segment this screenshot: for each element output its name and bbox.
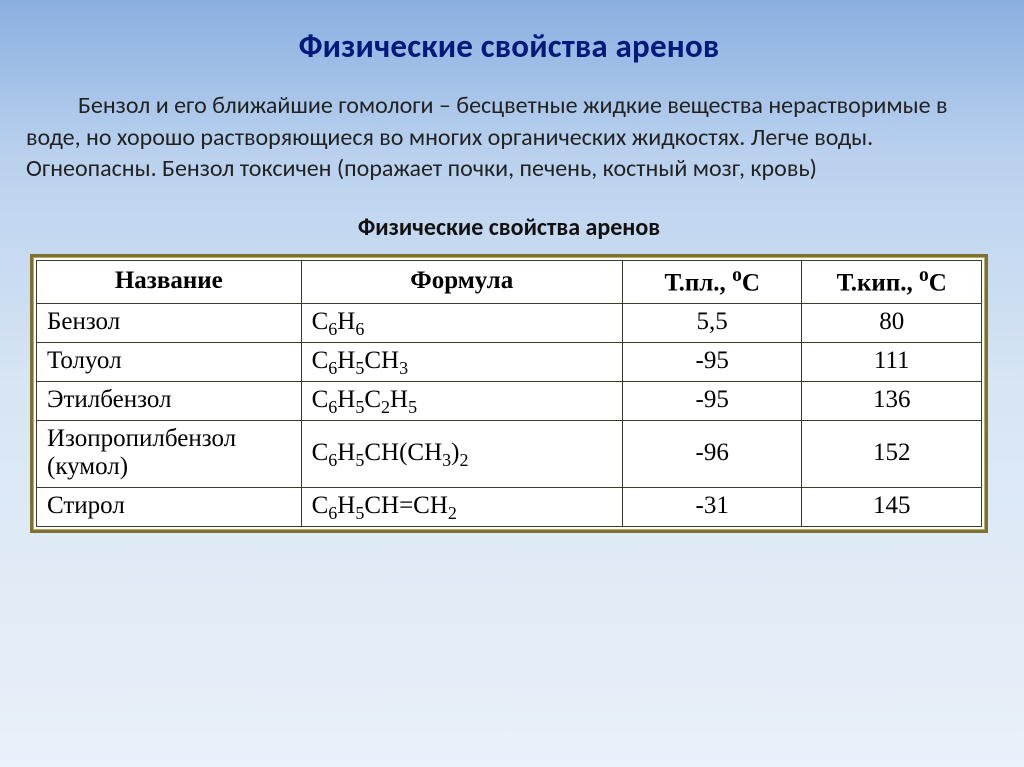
intro-paragraph-text: Бензол и его ближайшие гомологи – бесцве… [26, 91, 947, 183]
cell-boil: 145 [802, 488, 982, 527]
table-row: Этилбензол C6H5C2H5 -95 136 [37, 382, 982, 421]
table-caption: Физические свойства аренов [22, 213, 996, 242]
table-row: Изопропилбензол(кумол) C6H5CH(CH3)2 -96 … [37, 421, 982, 488]
cell-boil: 111 [802, 343, 982, 382]
cell-boil: 80 [802, 304, 982, 343]
cell-name: Бензол [37, 304, 302, 343]
cell-formula: C6H5C2H5 [301, 382, 622, 421]
cell-formula: C6H5CH3 [301, 343, 622, 382]
col-header-melt: Т.пл., oC [622, 261, 802, 304]
cell-name: Стирол [37, 488, 302, 527]
cell-formula: C6H5CH=CH2 [301, 488, 622, 527]
table-body: Бензол C6H6 5,5 80 Толуол C6H5CH3 -95 11… [37, 304, 982, 527]
cell-melt: -31 [622, 488, 802, 527]
table-row: Бензол C6H6 5,5 80 [37, 304, 982, 343]
cell-boil: 152 [802, 421, 982, 488]
cell-melt: 5,5 [622, 304, 802, 343]
cell-name: Этилбензол [37, 382, 302, 421]
properties-table: Название Формула Т.пл., oC Т.кип., oC Бе… [36, 260, 982, 527]
cell-name: Изопропилбензол(кумол) [37, 421, 302, 488]
intro-paragraph: Бензол и его ближайшие гомологи – бесцве… [26, 90, 992, 185]
col-header-boil: Т.кип., oC [802, 261, 982, 304]
table-row: Стирол C6H5CH=CH2 -31 145 [37, 488, 982, 527]
cell-melt: -95 [622, 382, 802, 421]
cell-formula: C6H6 [301, 304, 622, 343]
cell-formula: C6H5CH(CH3)2 [301, 421, 622, 488]
cell-melt: -95 [622, 343, 802, 382]
cell-melt: -96 [622, 421, 802, 488]
col-header-formula: Формула [301, 261, 622, 304]
table-header-row: Название Формула Т.пл., oC Т.кип., oC [37, 261, 982, 304]
table-row: Толуол C6H5CH3 -95 111 [37, 343, 982, 382]
col-header-name: Название [37, 261, 302, 304]
page-title: Физические свойства аренов [22, 26, 996, 66]
cell-name: Толуол [37, 343, 302, 382]
cell-boil: 136 [802, 382, 982, 421]
properties-table-wrapper: Название Формула Т.пл., oC Т.кип., oC Бе… [30, 254, 988, 533]
